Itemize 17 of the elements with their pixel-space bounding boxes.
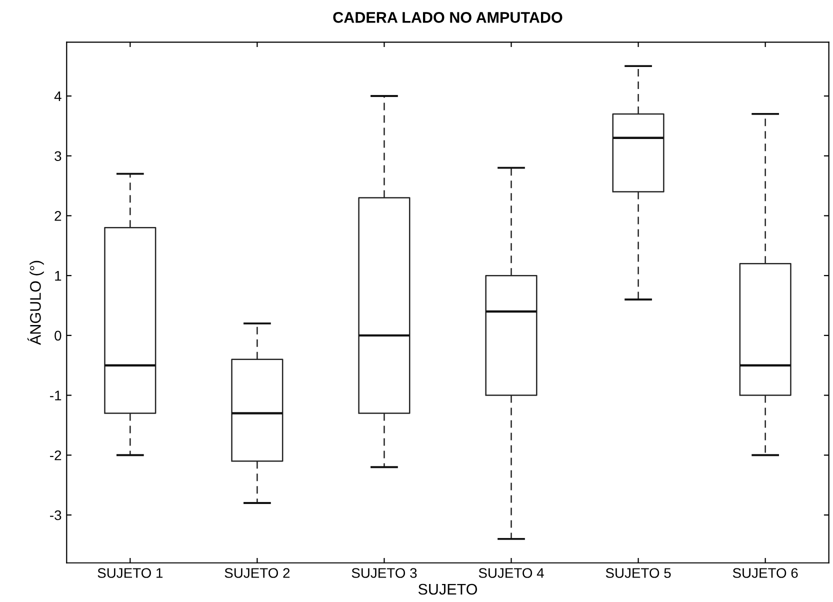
- y-tick-label: 3: [54, 151, 62, 162]
- x-tick-label: SUJETO 3: [352, 568, 417, 578]
- y-tick-label: -1: [50, 390, 62, 400]
- y-tick-label: -3: [50, 510, 62, 520]
- x-tick-label: SUJETO 1: [98, 568, 163, 578]
- y-tick-label: 2: [54, 211, 62, 221]
- y-tick-label: 4: [54, 91, 62, 102]
- y-tick-label: 0: [54, 330, 62, 341]
- x-tick-label: SUJETO 6: [732, 568, 798, 578]
- x-tick-label: SUJETO 4: [478, 568, 544, 578]
- x-tick-label: SUJETO 2: [224, 568, 290, 578]
- chart-title: CADERA LADO NO AMPUTADO: [333, 12, 562, 23]
- y-tick-label: 1: [55, 271, 62, 281]
- x-axis-title: SUJETO: [418, 584, 478, 595]
- x-tick-label: SUJETO 5: [606, 568, 671, 578]
- y-tick-label: -2: [50, 450, 62, 460]
- y-axis-title: ÁNGULO (°): [27, 260, 44, 345]
